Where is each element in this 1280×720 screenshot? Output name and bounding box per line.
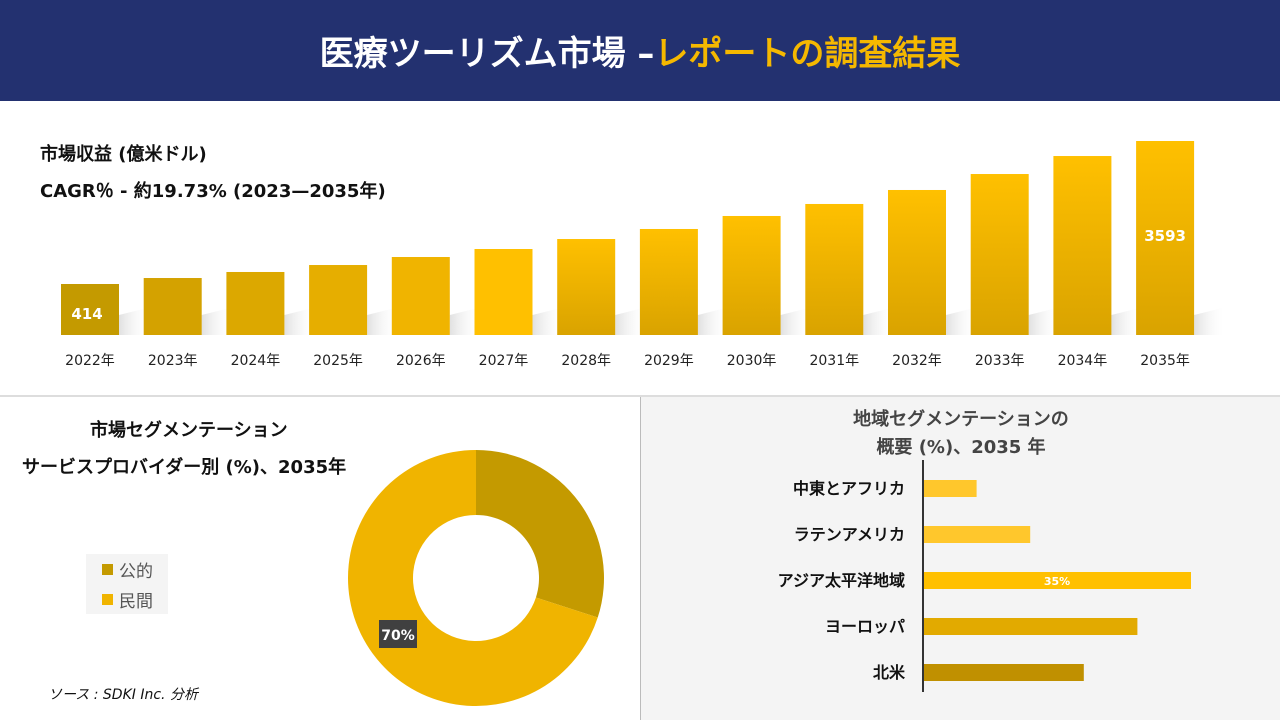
region-label: ヨーロッパ — [825, 617, 905, 636]
bar-shadow — [863, 307, 896, 335]
bar-shadow — [119, 307, 151, 335]
x-tick-label: 2024年 — [231, 353, 281, 369]
source-note: ソース : SDKI Inc. 分析 — [48, 687, 198, 703]
bar-shadow — [1194, 307, 1227, 335]
revenue-bar — [391, 257, 450, 335]
revenue-bar — [61, 284, 119, 335]
region-bar — [923, 526, 1031, 543]
x-tick-label: 2031年 — [809, 353, 859, 369]
x-tick-label: 2035年 — [1140, 353, 1190, 369]
bar-shadow — [367, 307, 400, 335]
data-label-box — [379, 620, 417, 648]
region-title-line1: 地域セグメンテーションの — [853, 409, 1069, 430]
revenue-bar — [1136, 141, 1195, 335]
bar-shadow — [532, 307, 565, 335]
x-tick-label: 2023年 — [148, 353, 198, 369]
x-tick-label: 2027年 — [479, 353, 529, 369]
region-label: 北米 — [873, 663, 906, 682]
revenue-title: 市場収益 (億米ドル) — [40, 144, 207, 165]
bar-shadow — [1111, 307, 1144, 335]
revenue-bar — [557, 239, 616, 335]
legend-label: 民間 — [119, 591, 153, 612]
service-provider-donut: 70% — [348, 450, 604, 706]
bar-shadow — [1028, 307, 1061, 335]
data-label: 35% — [1044, 575, 1070, 588]
bar-shadow — [697, 307, 730, 335]
revenue-bar — [970, 174, 1029, 335]
x-tick-label: 2022年 — [65, 353, 115, 369]
region-label: ラテンアメリカ — [794, 525, 905, 544]
region-bar — [923, 480, 977, 497]
revenue-bar-chart: 2022年 414 2023年 2024年 2025年 2026年 2027年 2028年 20… — [61, 141, 1227, 369]
donut-slice — [476, 450, 604, 618]
legend-swatch — [102, 593, 113, 605]
revenue-bar — [143, 278, 202, 335]
region-bar — [923, 618, 1138, 635]
revenue-bar — [226, 271, 285, 335]
revenue-bar — [1053, 156, 1112, 335]
x-tick-label: 2033年 — [975, 353, 1025, 369]
region-bar — [923, 664, 1084, 681]
x-tick-label: 2034年 — [1058, 353, 1108, 369]
legend-label: 公的 — [119, 561, 153, 582]
region-label: 中東とアフリカ — [793, 479, 905, 498]
legend-item-public: 公的 — [86, 554, 168, 584]
title-main: 医療ツーリズム市場 – — [319, 34, 655, 74]
data-label: 414 — [71, 305, 102, 323]
region-bar — [923, 572, 1191, 589]
segment-title-line1: 市場セグメンテーション — [90, 420, 288, 441]
bar-shadow — [780, 307, 813, 335]
bar-shadow — [201, 307, 234, 335]
cagr-text: CAGR％ - 約19.73% (2023—2035年) — [40, 181, 386, 202]
revenue-bar — [805, 203, 864, 335]
region-label: アジア太平洋地域 — [778, 571, 905, 590]
title-accent: レポートの調査結果 — [654, 34, 961, 74]
x-tick-label: 2030年 — [727, 353, 777, 369]
bar-shadow — [615, 307, 648, 335]
x-tick-label: 2029年 — [644, 353, 694, 369]
data-label: 3593 — [1144, 227, 1186, 245]
revenue-bar — [309, 265, 368, 335]
region-panel: 地域セグメンテーションの 概要 (%)、2035 年 中東とアフリカ ラテンアメリ… — [640, 397, 1280, 720]
revenue-bar — [474, 249, 533, 335]
header-banner: 医療ツーリズム市場 – レポートの調査結果 — [0, 0, 1280, 101]
legend-item-private: 民間 — [86, 584, 168, 614]
legend-swatch — [102, 563, 113, 575]
segment-title-line2: サービスプロバイダー別 (%)、2035年 — [22, 457, 347, 478]
bar-shadow — [946, 307, 978, 335]
bar-shadow — [449, 307, 482, 335]
donut-legend: 公的 民間 — [86, 554, 168, 614]
x-tick-label: 2028年 — [561, 353, 611, 369]
revenue-bar — [639, 228, 698, 335]
section-divider — [0, 395, 1280, 397]
revenue-bar — [722, 215, 781, 335]
region-title-line2: 概要 (%)、2035 年 — [876, 437, 1046, 458]
x-tick-label: 2026年 — [396, 353, 446, 369]
data-label: 70% — [381, 628, 415, 644]
x-tick-label: 2025年 — [313, 353, 363, 369]
x-tick-label: 2032年 — [892, 353, 942, 369]
revenue-bar — [888, 189, 946, 335]
bar-shadow — [284, 307, 317, 335]
